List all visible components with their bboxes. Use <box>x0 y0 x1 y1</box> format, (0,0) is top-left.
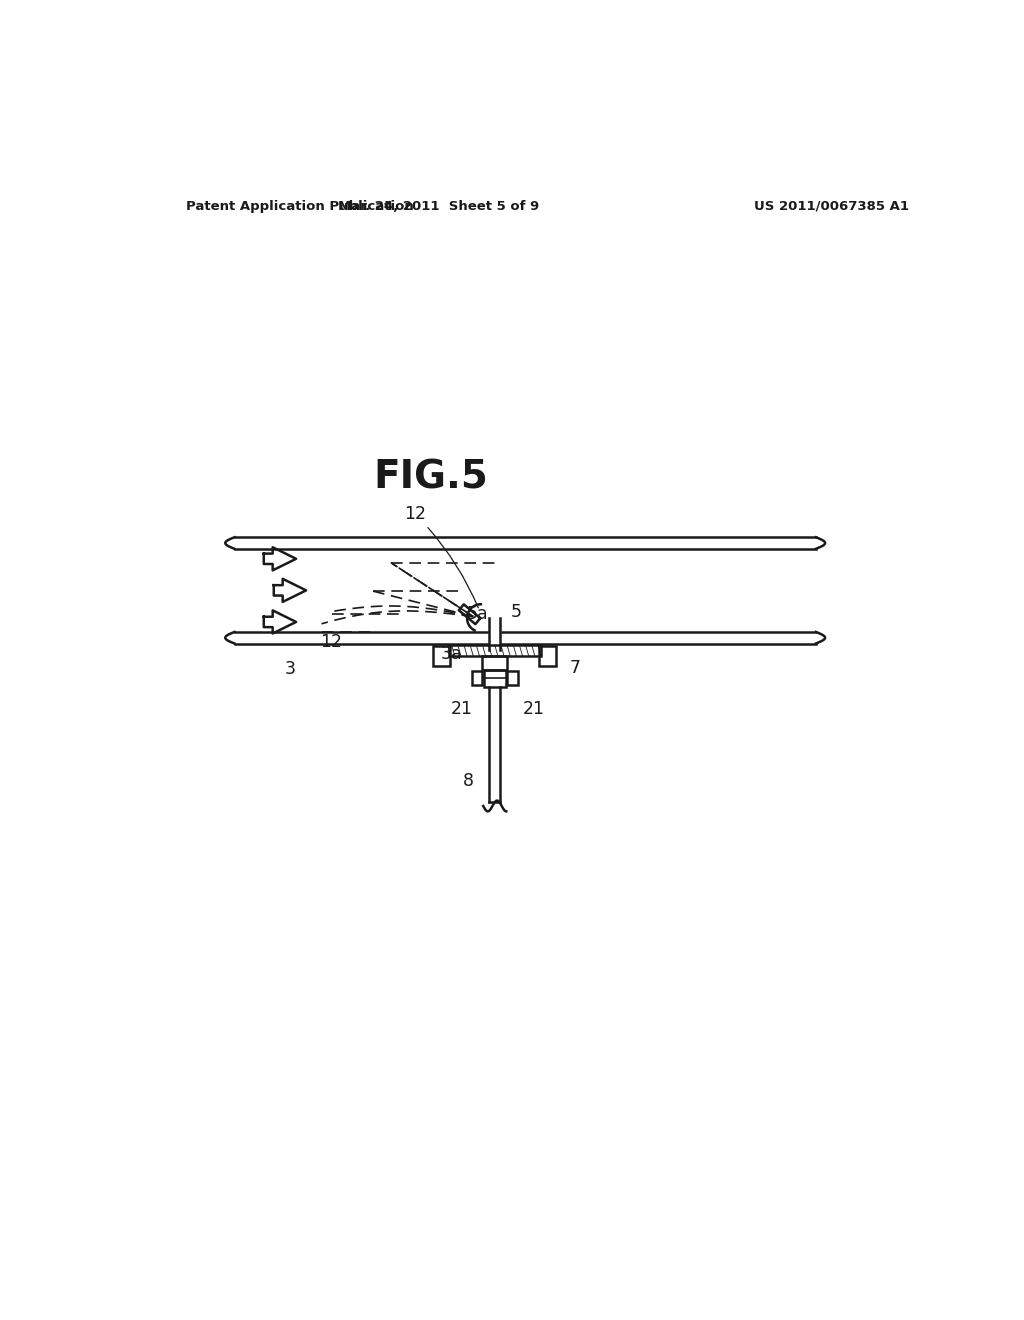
Text: 3: 3 <box>285 660 296 678</box>
Text: 7: 7 <box>569 659 581 677</box>
Text: 5a: 5a <box>467 605 488 623</box>
Text: 12: 12 <box>403 504 478 607</box>
Bar <box>507 671 518 685</box>
Bar <box>482 656 507 669</box>
Text: 3a: 3a <box>441 645 463 663</box>
Bar <box>540 645 556 665</box>
Text: 5: 5 <box>511 603 522 622</box>
Text: 8: 8 <box>463 772 474 789</box>
Text: FIG.5: FIG.5 <box>374 459 488 496</box>
Text: US 2011/0067385 A1: US 2011/0067385 A1 <box>755 199 909 213</box>
Text: Mar. 24, 2011  Sheet 5 of 9: Mar. 24, 2011 Sheet 5 of 9 <box>338 199 540 213</box>
Text: 21: 21 <box>523 701 545 718</box>
Bar <box>472 671 482 685</box>
Bar <box>484 669 506 686</box>
Text: 12: 12 <box>319 634 342 651</box>
Text: Patent Application Publication: Patent Application Publication <box>186 199 414 213</box>
Bar <box>449 645 541 656</box>
Text: 21: 21 <box>451 701 473 718</box>
Bar <box>433 645 451 665</box>
